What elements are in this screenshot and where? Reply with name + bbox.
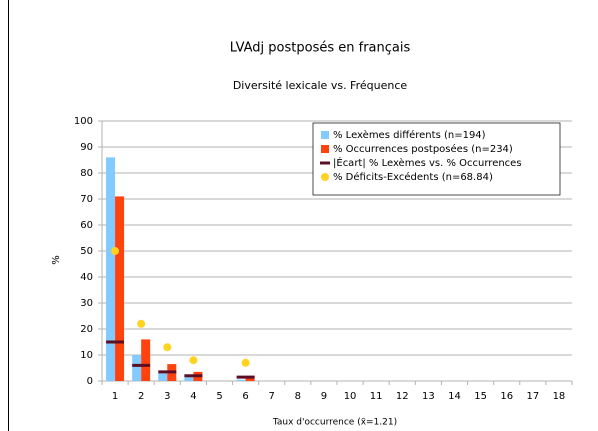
bar (115, 196, 125, 381)
dot-marker (163, 343, 172, 352)
x-tick-label: 16 (500, 391, 513, 402)
x-tick-label: 4 (190, 391, 196, 402)
x-tick-label: 12 (396, 391, 409, 402)
y-tick-label: 50 (80, 246, 93, 257)
y-tick-label: 40 (80, 272, 93, 283)
y-tick-label: 0 (87, 376, 93, 387)
chart-title: LVAdj postposés en français (230, 41, 411, 56)
x-tick-label: 8 (295, 391, 301, 402)
bar (158, 373, 168, 381)
legend-swatch (321, 145, 329, 153)
y-tick-label: 30 (80, 298, 93, 309)
x-tick-label: 11 (370, 391, 383, 402)
x-tick-label: 14 (448, 391, 461, 402)
bar (106, 157, 116, 381)
legend-label: % Occurrences postposées (n=234) (333, 143, 513, 155)
x-tick-label: 1 (112, 391, 118, 402)
x-axis-label: Taux d'occurrence (x̄=1.21) (272, 418, 397, 428)
legend-label: |Écart| % Lexèmes vs. % Occurrences (333, 156, 522, 169)
dot-marker (111, 247, 120, 255)
legend-swatch (321, 173, 329, 181)
bar (132, 355, 142, 381)
legend-label: % Lexèmes différents (n=194) (333, 129, 486, 141)
x-tick-label: 7 (269, 391, 275, 402)
dot-marker (241, 358, 250, 367)
bar (141, 339, 151, 381)
legend-swatch (321, 131, 329, 139)
x-tick-label: 2 (138, 391, 144, 402)
y-tick-label: 90 (80, 142, 93, 153)
x-tick-label: 9 (321, 391, 327, 402)
y-tick-label: 20 (80, 324, 93, 335)
bar (184, 377, 194, 381)
bar (236, 379, 246, 381)
x-tick-label: 10 (344, 391, 357, 402)
legend-box (312, 122, 561, 196)
y-axis-label: % (51, 255, 62, 265)
y-tick-label: 60 (80, 220, 93, 231)
y-tick-label: 100 (74, 116, 93, 127)
x-tick-label: 5 (216, 391, 222, 402)
x-tick-label: 13 (422, 391, 435, 402)
dot-marker (189, 356, 198, 365)
y-tick-label: 80 (80, 168, 93, 179)
x-tick-label: 17 (526, 391, 539, 402)
dot-marker (137, 319, 146, 328)
y-tick-label: 70 (80, 194, 93, 205)
chart-subtitle: Diversité lexicale vs. Fréquence (233, 79, 408, 92)
x-tick-label: 15 (474, 391, 487, 402)
y-tick-label: 10 (80, 350, 93, 361)
x-tick-label: 3 (164, 391, 170, 402)
legend-label: % Déficits-Excédents (n=68.84) (333, 171, 493, 183)
x-tick-label: 6 (242, 391, 248, 402)
x-tick-label: 18 (553, 391, 566, 402)
